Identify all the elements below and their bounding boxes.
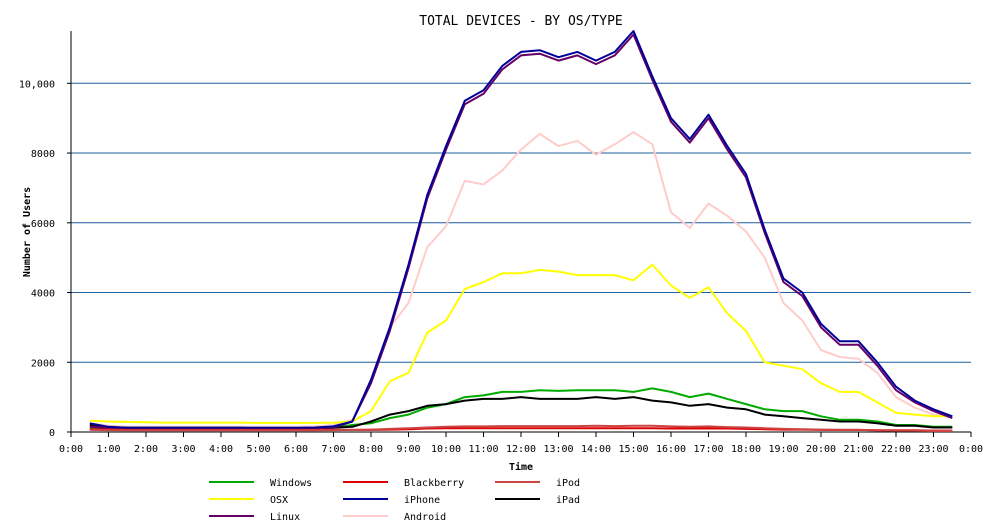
y-tick-label: 0	[49, 428, 55, 439]
legend-label-osx: OSX	[270, 495, 288, 506]
y-tick-label: 10,000	[19, 79, 55, 90]
x-tick-label: 9:00	[396, 444, 420, 455]
x-tick-label: 17:00	[693, 444, 723, 455]
legend-label-iphone: iPhone	[404, 495, 440, 506]
y-axis-ticks: 0 2000 4000 6000 8000 10,000	[19, 79, 71, 439]
x-tick-label: 0:00	[59, 444, 83, 455]
x-tick-label: 14:00	[581, 444, 611, 455]
x-tick-label: 23:00	[918, 444, 948, 455]
x-tick-label: 6:00	[284, 444, 308, 455]
series-line-android	[89, 131, 953, 428]
x-tick-label: 3:00	[171, 444, 195, 455]
legend-label-ipad: iPad	[556, 495, 580, 506]
grid-lines	[71, 82, 971, 363]
series-line-linux	[89, 33, 953, 430]
y-axis-label: Number of Users	[22, 187, 33, 277]
x-tick-label: 4:00	[209, 444, 233, 455]
x-tick-label: 0:00	[959, 444, 983, 455]
x-tick-label: 19:00	[768, 444, 798, 455]
x-tick-label: 21:00	[843, 444, 873, 455]
legend-label-blackberry: Blackberry	[404, 478, 464, 489]
legend: Windows Blackberry iPod OSX iPhone iPad Linux A…	[209, 478, 580, 523]
x-tick-label: 10:00	[431, 444, 461, 455]
legend-label-ipod: iPod	[556, 478, 580, 489]
x-tick-label: 1:00	[96, 444, 120, 455]
x-tick-label: 22:00	[881, 444, 911, 455]
x-tick-label: 5:00	[246, 444, 270, 455]
legend-label-windows: Windows	[270, 478, 312, 489]
x-tick-label: 12:00	[506, 444, 536, 455]
x-axis-ticks: 0:00 1:00 2:00 3:00 4:00 5:00 6:00 7:00 8:00 9:00…	[59, 432, 983, 455]
y-tick-label: 4000	[31, 289, 55, 300]
x-tick-label: 15:00	[618, 444, 648, 455]
x-tick-label: 18:00	[731, 444, 761, 455]
series-line-osx	[89, 263, 953, 424]
axes	[70, 31, 971, 433]
y-tick-label: 8000	[31, 149, 55, 160]
legend-label-android: Android	[404, 512, 446, 523]
x-tick-label: 20:00	[806, 444, 836, 455]
x-axis-label: Time	[509, 461, 533, 473]
series-line-ipod	[89, 424, 953, 432]
x-tick-label: 13:00	[543, 444, 573, 455]
x-tick-label: 7:00	[321, 444, 345, 455]
chart-title: TOTAL DEVICES - BY OS/TYPE	[419, 14, 623, 29]
y-tick-label: 2000	[31, 358, 55, 369]
legend-label-linux: Linux	[270, 512, 300, 523]
x-tick-label: 8:00	[359, 444, 383, 455]
x-tick-label: 16:00	[656, 444, 686, 455]
series-line-iphone	[89, 30, 953, 429]
y-tick-label: 6000	[31, 219, 55, 230]
series-lines	[89, 30, 953, 432]
x-tick-label: 2:00	[134, 444, 158, 455]
x-tick-label: 11:00	[468, 444, 498, 455]
